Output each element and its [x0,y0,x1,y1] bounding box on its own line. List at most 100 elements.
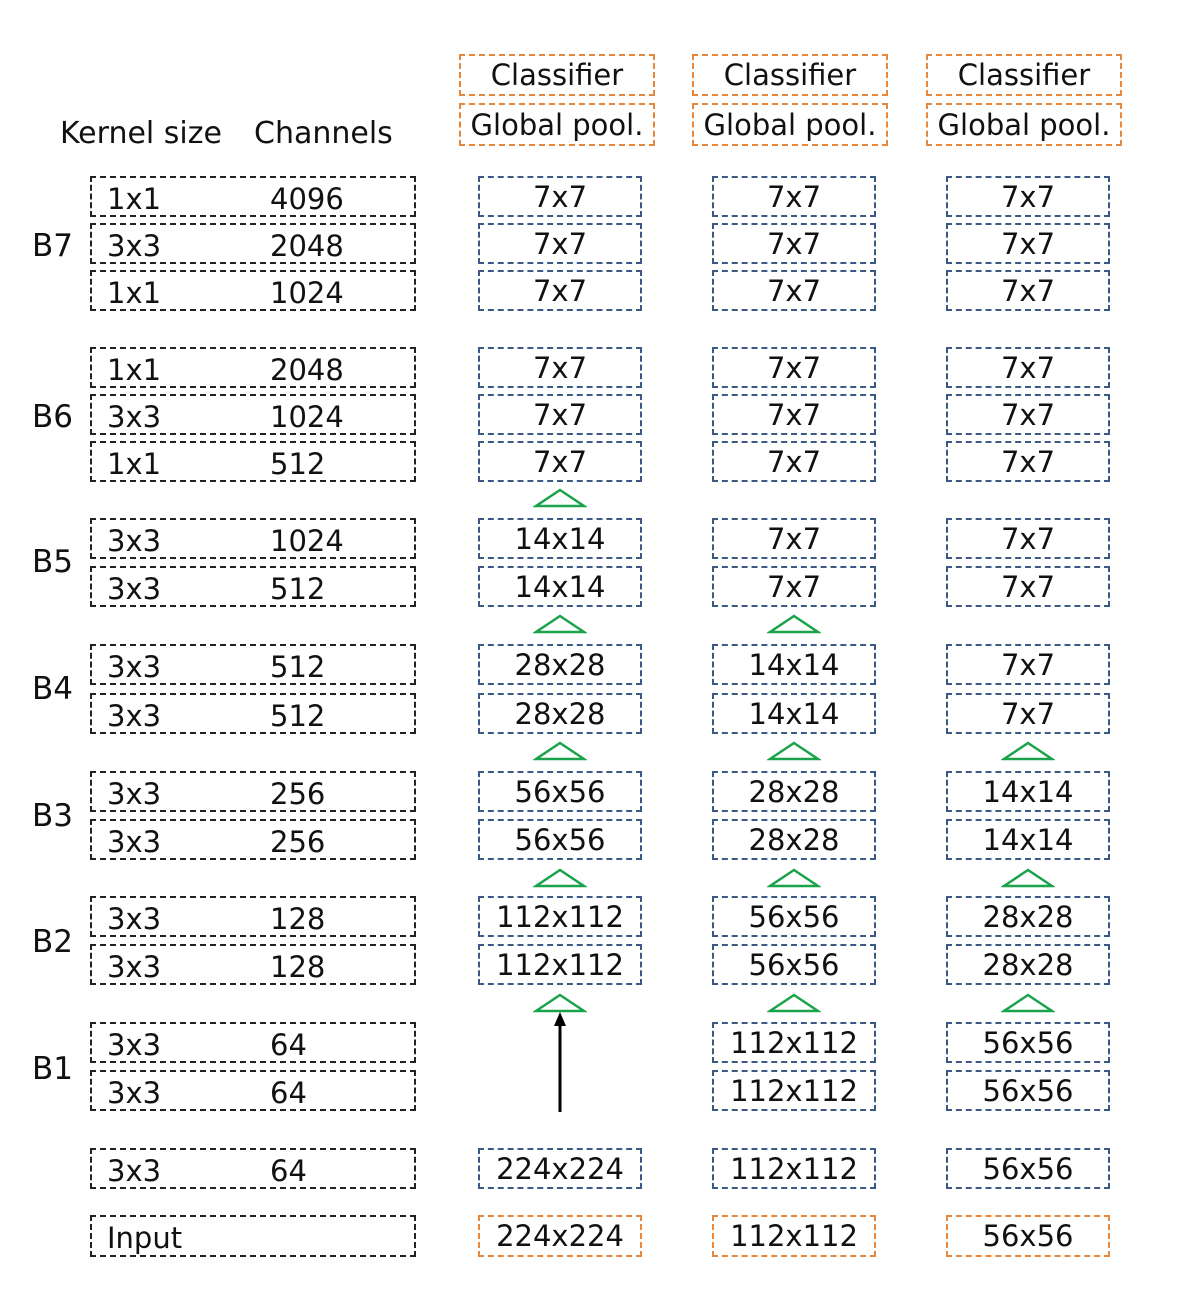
kernel-size: 3x3 [107,902,162,936]
kernel-size: 1x1 [107,353,162,387]
kernel-size: 3x3 [107,524,162,558]
layer-row: 3x3 256 [90,771,416,812]
layer-row: 3x3 2048 [90,223,416,264]
block-label: B6 [32,399,73,435]
downsample-triangle-icon [767,614,821,634]
feature-map-size: 7x7 [478,176,642,217]
block-label: B1 [32,1051,73,1087]
kernel-size: 3x3 [107,825,162,859]
feature-map-size: 56x56 [946,1070,1110,1111]
feature-map-size: 112x112 [478,896,642,937]
feature-map-size: 56x56 [946,1148,1110,1189]
downsample-triangle-icon [767,993,821,1013]
feature-map-size: 28x28 [712,771,876,812]
channels: 64 [270,1154,307,1188]
stem-layer-row: 3x3 64 [90,1148,416,1189]
input-resolution: 112x112 [712,1215,876,1257]
kernel-size: 3x3 [107,572,162,606]
kernel-size: 3x3 [107,699,162,733]
feature-map-size: 7x7 [478,347,642,388]
downsample-triangle-icon [767,741,821,761]
feature-map-size: 7x7 [712,270,876,311]
layer-row: 3x3 1024 [90,518,416,559]
channels: 512 [270,650,326,684]
feature-map-size: 56x56 [478,771,642,812]
feature-map-size: 7x7 [478,223,642,264]
layer-row: 3x3 512 [90,693,416,734]
feature-map-size: 28x28 [946,896,1110,937]
feature-map-size: 56x56 [478,819,642,860]
kernel-size: 1x1 [107,276,162,310]
downsample-triangle-icon [1001,868,1055,888]
feature-map-size: 7x7 [478,441,642,482]
channels: 512 [270,699,326,733]
channels: 1024 [270,276,344,310]
feature-map-size: 14x14 [478,518,642,559]
feature-map-size: 7x7 [712,566,876,607]
feature-map-size: 14x14 [712,693,876,734]
layer-row: 1x1 2048 [90,347,416,388]
feature-map-size: 7x7 [946,223,1110,264]
kernel-size: 3x3 [107,1076,162,1110]
downsample-triangle-icon [533,993,587,1013]
layer-row: 1x1 4096 [90,176,416,217]
input-row: Input [90,1215,416,1257]
layer-row: 3x3 128 [90,944,416,985]
feature-map-size: 7x7 [712,176,876,217]
feature-map-size: 224x224 [478,1148,642,1189]
layer-row: 3x3 128 [90,896,416,937]
feature-map-size: 112x112 [712,1070,876,1111]
channels: 2048 [270,353,344,387]
channels: 4096 [270,182,344,216]
classifier-box: Classifier [692,54,888,96]
channels: 64 [270,1028,307,1062]
feature-map-size: 112x112 [712,1148,876,1189]
feature-map-size: 28x28 [946,944,1110,985]
input-resolution: 224x224 [478,1215,642,1257]
feature-map-size: 7x7 [478,270,642,311]
feature-map-size: 7x7 [946,644,1110,685]
input-resolution: 56x56 [946,1215,1110,1257]
channels: 64 [270,1076,307,1110]
layer-row: 3x3 64 [90,1022,416,1063]
feature-map-size: 7x7 [946,566,1110,607]
kernel-size: 1x1 [107,182,162,216]
feature-map-size: 112x112 [478,944,642,985]
feature-map-size: 7x7 [712,518,876,559]
global-pool-box: Global pool. [926,103,1122,146]
layer-row: 3x3 512 [90,566,416,607]
feature-map-size: 14x14 [478,566,642,607]
feature-map-size: 7x7 [946,347,1110,388]
layer-row: 1x1 1024 [90,270,416,311]
layer-row: 3x3 256 [90,819,416,860]
channels: 512 [270,447,326,481]
feature-map-size: 7x7 [712,347,876,388]
feature-map-size: 14x14 [712,644,876,685]
feature-map-size: 7x7 [946,176,1110,217]
block-label: B2 [32,924,73,960]
feature-map-size: 56x56 [946,1022,1110,1063]
channels: 2048 [270,229,344,263]
downsample-triangle-icon [533,488,587,508]
kernel-size: 3x3 [107,777,162,811]
downsample-triangle-icon [1001,741,1055,761]
channels: 1024 [270,400,344,434]
feature-map-size: 7x7 [712,223,876,264]
block-label: B4 [32,671,73,707]
feature-map-size: 7x7 [946,441,1110,482]
channels-header: Channels [254,116,393,151]
block-label: B3 [32,798,73,834]
feature-map-size: 28x28 [478,693,642,734]
kernel-size: 3x3 [107,1154,162,1188]
channels: 256 [270,825,326,859]
kernel-size: 3x3 [107,229,162,263]
block-label: B7 [32,228,73,264]
channels: 128 [270,902,326,936]
feature-map-size: 28x28 [478,644,642,685]
kernel-size: 3x3 [107,650,162,684]
feature-map-size: 7x7 [946,693,1110,734]
channels: 1024 [270,524,344,558]
channels: 256 [270,777,326,811]
feature-map-size: 7x7 [946,270,1110,311]
up-arrow-icon [554,1012,566,1112]
